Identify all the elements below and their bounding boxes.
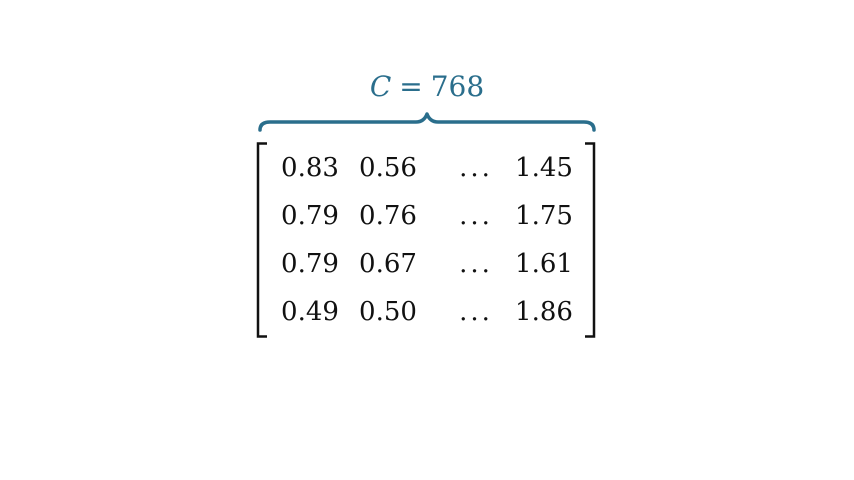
matrix-row: 0.49 0.50 ... 1.86 (270, 292, 584, 332)
matrix-row: 0.83 0.56 ... 1.45 (270, 148, 584, 188)
matrix-row: 0.79 0.67 ... 1.61 (270, 244, 584, 284)
matrix-grid: 0.83 0.56 ... 1.45 0.79 0.76 ... 1.75 0.… (270, 148, 584, 336)
column-count-value: 768 (430, 70, 485, 103)
ellipsis-cell: ... (459, 201, 493, 231)
ellipsis-cell: ... (459, 297, 493, 327)
ellipsis-cell: ... (459, 153, 493, 183)
matrix-cell: 0.56 (359, 153, 417, 183)
matrix-cell: 1.61 (515, 249, 573, 279)
matrix-cell: 0.49 (281, 297, 339, 327)
matrix-cell: 1.86 (515, 297, 573, 327)
column-count-label: C = 768 (0, 70, 854, 103)
left-bracket (256, 142, 267, 338)
matrix-cell: 1.75 (515, 201, 573, 231)
matrix-cell: 0.79 (281, 249, 339, 279)
matrix-cell: 0.76 (359, 201, 417, 231)
matrix-row: 0.79 0.76 ... 1.75 (270, 196, 584, 236)
matrix-cell: 0.67 (359, 249, 417, 279)
matrix-cell: 0.50 (359, 297, 417, 327)
matrix-cell: 0.83 (281, 153, 339, 183)
matrix-cell: 1.45 (515, 153, 573, 183)
ellipsis-cell: ... (459, 249, 493, 279)
variable-symbol: C (369, 70, 392, 103)
equals-sign: = (399, 70, 423, 103)
right-bracket (585, 142, 596, 338)
overbrace (258, 112, 596, 132)
matrix-cell: 0.79 (281, 201, 339, 231)
